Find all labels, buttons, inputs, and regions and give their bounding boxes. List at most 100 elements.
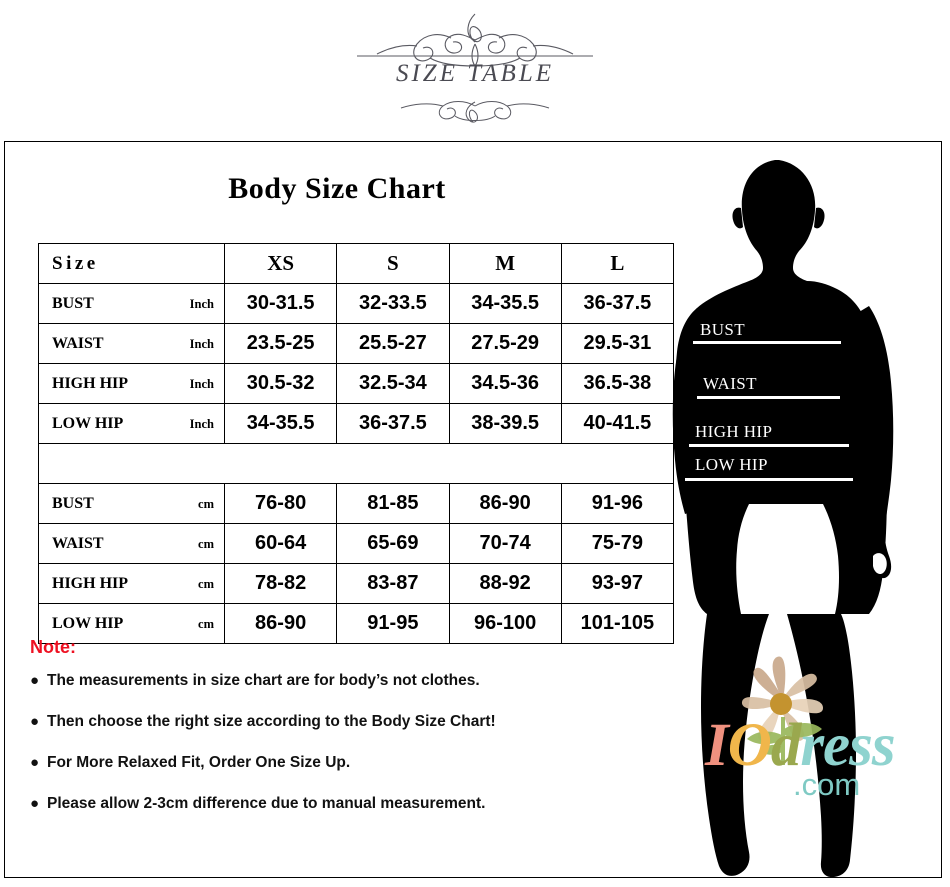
page-title: Body Size Chart bbox=[228, 172, 446, 205]
cell-m: 70-74 bbox=[448, 523, 562, 564]
note-item: ● Then choose the right size according to… bbox=[30, 713, 630, 731]
bullet-icon: ● bbox=[30, 713, 40, 730]
note-item: ● For More Relaxed Fit, Order One Size Up… bbox=[30, 754, 630, 772]
table-header-row: Size XS S M L bbox=[38, 243, 675, 284]
header-cell-m: M bbox=[448, 243, 562, 284]
brand-letter-d: d bbox=[770, 712, 801, 779]
cell-xs: 86-90 bbox=[223, 603, 338, 644]
note-text: For More Relaxed Fit, Order One Size Up. bbox=[47, 754, 351, 771]
row-label-cell: LOW HIP cm bbox=[38, 603, 225, 644]
row-unit: cm bbox=[198, 536, 214, 551]
table-row: BUST Inch 30-31.5 32-33.5 34-35.5 36-37.… bbox=[38, 283, 675, 324]
high-hip-measure-line bbox=[689, 444, 849, 447]
cell-s: 81-85 bbox=[336, 483, 450, 524]
cell-m: 27.5-29 bbox=[448, 323, 562, 364]
cell-m: 34.5-36 bbox=[448, 363, 562, 404]
cell-m: 88-92 bbox=[448, 563, 562, 604]
body-size-table: Size XS S M L BUST Inch 30-31.5 32-33.5 … bbox=[38, 243, 675, 644]
figure-label-waist: WAIST bbox=[703, 374, 757, 393]
table-row: HIGH HIP Inch 30.5-32 32.5-34 34.5-36 36… bbox=[38, 363, 675, 404]
notes-section: Note: ● The measurements in size chart ar… bbox=[30, 637, 630, 836]
row-unit: Inch bbox=[189, 416, 214, 431]
header-cell-l: L bbox=[560, 243, 675, 284]
brand-dotcom: .com bbox=[793, 767, 861, 802]
row-label: BUST bbox=[52, 494, 94, 512]
note-heading: Note: bbox=[30, 637, 76, 657]
note-text: The measurements in size chart are for b… bbox=[47, 672, 480, 689]
daisy-flower-icon bbox=[741, 656, 823, 765]
watermark-logo: IOdress .com bbox=[705, 647, 941, 822]
header-cell-xs: XS bbox=[223, 243, 338, 284]
row-label: BUST bbox=[52, 294, 94, 312]
cell-xs: 78-82 bbox=[223, 563, 338, 604]
row-unit: Inch bbox=[189, 376, 214, 391]
cell-s: 32.5-34 bbox=[336, 363, 450, 404]
table-row: BUST cm 76-80 81-85 86-90 91-96 bbox=[38, 483, 675, 524]
note-text: Then choose the right size according to … bbox=[47, 713, 496, 730]
bullet-icon: ● bbox=[30, 754, 40, 771]
row-label: LOW HIP bbox=[52, 414, 124, 432]
header-size-label: Size bbox=[52, 252, 99, 274]
table-row: HIGH HIP cm 78-82 83-87 88-92 93-97 bbox=[38, 563, 675, 604]
body-figure: BUST WAIST HIGH HIP LOW HIP bbox=[645, 142, 941, 877]
cell-s: 91-95 bbox=[336, 603, 450, 644]
row-label-cell: WAIST Inch bbox=[38, 323, 225, 364]
row-unit: cm bbox=[198, 496, 214, 511]
bust-measure-line bbox=[693, 341, 841, 344]
cell-s: 36-37.5 bbox=[336, 403, 450, 444]
header-cell-size: Size bbox=[38, 243, 225, 284]
row-unit: Inch bbox=[189, 296, 214, 311]
row-label: HIGH HIP bbox=[52, 574, 129, 592]
cell-s: 25.5-27 bbox=[336, 323, 450, 364]
bullet-icon: ● bbox=[30, 672, 40, 689]
row-label-cell: HIGH HIP Inch bbox=[38, 363, 225, 404]
page-header: SIZE TABLE bbox=[0, 0, 950, 140]
row-label: WAIST bbox=[52, 334, 104, 352]
cell-xs: 60-64 bbox=[223, 523, 338, 564]
note-item: ● Please allow 2-3cm difference due to ma… bbox=[30, 795, 630, 813]
row-label: LOW HIP bbox=[52, 614, 124, 632]
cell-s: 83-87 bbox=[336, 563, 450, 604]
row-unit: Inch bbox=[189, 336, 214, 351]
row-label-cell: HIGH HIP cm bbox=[38, 563, 225, 604]
row-unit: cm bbox=[198, 576, 214, 591]
note-text: Please allow 2-3cm difference due to man… bbox=[47, 795, 486, 812]
brand-letter-o: O bbox=[727, 712, 772, 779]
figure-label-bust: BUST bbox=[700, 320, 746, 339]
brand-wordmark: IOdress bbox=[705, 712, 896, 779]
brand-letters-ress: ress bbox=[800, 712, 895, 779]
cell-xs: 34-35.5 bbox=[223, 403, 338, 444]
cell-l: 101-105 bbox=[560, 603, 675, 644]
row-label-cell: LOW HIP Inch bbox=[38, 403, 225, 444]
figure-label-high-hip: HIGH HIP bbox=[695, 422, 773, 441]
note-item: ● The measurements in size chart are for … bbox=[30, 672, 630, 690]
cell-xs: 30.5-32 bbox=[223, 363, 338, 404]
row-label-cell: BUST Inch bbox=[38, 283, 225, 324]
cell-m: 34-35.5 bbox=[448, 283, 562, 324]
row-label-cell: BUST cm bbox=[38, 483, 225, 524]
cell-m: 38-39.5 bbox=[448, 403, 562, 444]
cell-s: 65-69 bbox=[336, 523, 450, 564]
cell-m: 86-90 bbox=[448, 483, 562, 524]
cell-xs: 23.5-25 bbox=[223, 323, 338, 364]
cell-s: 32-33.5 bbox=[336, 283, 450, 324]
spacer-cell bbox=[38, 443, 674, 484]
row-unit: cm bbox=[198, 616, 214, 631]
brand-letter-i: I bbox=[705, 712, 729, 779]
table-spacer-row bbox=[38, 443, 674, 484]
cell-xs: 30-31.5 bbox=[223, 283, 338, 324]
row-label: WAIST bbox=[52, 534, 104, 552]
content-frame: Body Size Chart Size XS S M L BUST Inch bbox=[4, 141, 942, 878]
table-row: WAIST Inch 23.5-25 25.5-27 27.5-29 29.5-… bbox=[38, 323, 675, 364]
header-cell-s: S bbox=[336, 243, 450, 284]
cell-l: 36.5-38 bbox=[560, 363, 675, 404]
low-hip-measure-line bbox=[685, 478, 853, 481]
figure-label-low-hip: LOW HIP bbox=[695, 455, 768, 474]
bullet-icon: ● bbox=[30, 795, 40, 812]
row-label-cell: WAIST cm bbox=[38, 523, 225, 564]
table-row: LOW HIP Inch 34-35.5 36-37.5 38-39.5 40-… bbox=[38, 403, 675, 444]
flourish-ornament-icon bbox=[357, 13, 593, 123]
table-row: WAIST cm 60-64 65-69 70-74 75-79 bbox=[38, 523, 675, 564]
cell-xs: 76-80 bbox=[223, 483, 338, 524]
waist-measure-line bbox=[697, 396, 840, 399]
